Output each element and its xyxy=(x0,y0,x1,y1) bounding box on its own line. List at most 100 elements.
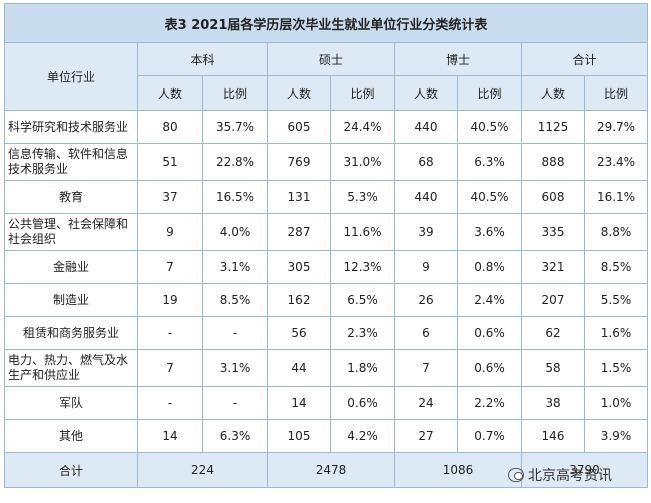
header-group-doctor: 博士 xyxy=(394,42,522,76)
table-row: 电力、热力、燃气及水生产和供应业 7 3.1% 44 1.8% 7 0.6% 5… xyxy=(4,349,649,387)
table-row: 信息传输、软件和信息技术服务业 51 22.8% 769 31.0% 68 6.… xyxy=(4,143,649,181)
cell: 440 xyxy=(394,110,458,144)
header-count: 人数 xyxy=(521,75,585,111)
cell: 6.3% xyxy=(202,419,268,453)
table-title: 表3 2021届各学历层次毕业生就业单位行业分类统计表 xyxy=(3,3,649,43)
table-row: 公共管理、社会保障和社会组织 9 4.0% 287 11.6% 39 3.6% … xyxy=(4,213,649,251)
cell: 6.5% xyxy=(330,283,395,317)
cell: 14 xyxy=(267,386,331,420)
total-all: 3790 xyxy=(520,452,649,488)
cell: 888 xyxy=(521,143,585,181)
header-count: 人数 xyxy=(137,75,203,111)
total-master: 2478 xyxy=(267,452,395,488)
cell: 769 xyxy=(267,143,331,181)
cell: 62 xyxy=(521,316,585,350)
cell: 162 xyxy=(267,283,331,317)
cell: 27 xyxy=(394,419,458,453)
cell: 1.8% xyxy=(330,349,395,387)
cell: - xyxy=(202,386,268,420)
cell: 1125 xyxy=(521,110,585,144)
industry-name: 科学研究和技术服务业 xyxy=(4,110,138,144)
cell: 19 xyxy=(137,283,203,317)
table-row: 教育 37 16.5% 131 5.3% 440 40.5% 608 16.1% xyxy=(4,180,649,214)
cell: 1.6% xyxy=(583,316,649,350)
table-row: 其他 14 6.3% 105 4.2% 27 0.7% 146 3.9% xyxy=(4,419,649,453)
cell: 440 xyxy=(394,180,458,214)
cell: 3.9% xyxy=(583,419,649,453)
cell: 0.8% xyxy=(457,250,522,284)
cell: 23.4% xyxy=(583,143,649,181)
cell: 321 xyxy=(521,250,585,284)
cell: 207 xyxy=(521,283,585,317)
cell: 7 xyxy=(137,250,203,284)
cell: 68 xyxy=(394,143,458,181)
cell: 6 xyxy=(394,316,458,350)
cell: 44 xyxy=(267,349,331,387)
table-row: 科学研究和技术服务业 80 35.7% 605 24.4% 440 40.5% … xyxy=(4,110,649,144)
cell: 9 xyxy=(137,213,203,251)
cell: 2.2% xyxy=(457,386,522,420)
total-row: 合计 224 2478 1086 3790 xyxy=(4,452,649,488)
industry-name: 制造业 xyxy=(4,283,138,317)
cell: 131 xyxy=(267,180,331,214)
cell: 56 xyxy=(267,316,331,350)
cell: 51 xyxy=(137,143,203,181)
cell: 146 xyxy=(521,419,585,453)
cell: 24.4% xyxy=(330,110,395,144)
cell: 24 xyxy=(394,386,458,420)
cell: 8.8% xyxy=(583,213,649,251)
cell: 12.3% xyxy=(330,250,395,284)
cell: 105 xyxy=(267,419,331,453)
header-group-master: 硕士 xyxy=(267,42,395,76)
table-row: 制造业 19 8.5% 162 6.5% 26 2.4% 207 5.5% xyxy=(4,283,649,317)
industry-name: 租赁和商务服务业 xyxy=(4,316,138,350)
cell: 287 xyxy=(267,213,331,251)
cell: 11.6% xyxy=(330,213,395,251)
header-group-total: 合计 xyxy=(520,42,649,76)
cell: 29.7% xyxy=(583,110,649,144)
wechat-icon xyxy=(508,468,524,482)
watermark-text: 北京高考资讯 xyxy=(528,468,612,484)
cell: 4.0% xyxy=(202,213,268,251)
cell: 4.2% xyxy=(330,419,395,453)
header-ratio: 比例 xyxy=(583,75,649,111)
cell: - xyxy=(137,316,203,350)
cell: 0.7% xyxy=(457,419,522,453)
cell: 38 xyxy=(521,386,585,420)
cell: 8.5% xyxy=(202,283,268,317)
cell: 16.1% xyxy=(583,180,649,214)
cell: 0.6% xyxy=(457,349,522,387)
cell: 605 xyxy=(267,110,331,144)
cell: 40.5% xyxy=(457,180,522,214)
cell: 8.5% xyxy=(583,250,649,284)
cell: 3.1% xyxy=(202,349,268,387)
cell: 1.0% xyxy=(583,386,649,420)
watermark: 北京高考资讯 xyxy=(508,465,612,485)
cell: 3.1% xyxy=(202,250,268,284)
cell: 37 xyxy=(137,180,203,214)
cell: 7 xyxy=(137,349,203,387)
header-group-undergrad: 本科 xyxy=(137,42,268,76)
cell: 1.5% xyxy=(583,349,649,387)
cell: 0.6% xyxy=(457,316,522,350)
table-row: 金融业 7 3.1% 305 12.3% 9 0.8% 321 8.5% xyxy=(4,250,649,284)
industry-name: 金融业 xyxy=(4,250,138,284)
total-label: 合计 xyxy=(4,452,138,488)
cell: 6.3% xyxy=(457,143,522,181)
industry-statistics-table: 表3 2021届各学历层次毕业生就业单位行业分类统计表 单位行业 本科 硕士 博… xyxy=(3,3,649,488)
header-ratio: 比例 xyxy=(330,75,395,111)
cell: 2.3% xyxy=(330,316,395,350)
industry-name: 教育 xyxy=(4,180,138,214)
total-doctor: 1086 xyxy=(394,452,522,488)
cell: 0.6% xyxy=(330,386,395,420)
header-ratio: 比例 xyxy=(202,75,268,111)
cell: 31.0% xyxy=(330,143,395,181)
header-ratio: 比例 xyxy=(457,75,522,111)
industry-name: 公共管理、社会保障和社会组织 xyxy=(4,213,138,251)
cell: 58 xyxy=(521,349,585,387)
statistics-table-container: 表3 2021届各学历层次毕业生就业单位行业分类统计表 单位行业 本科 硕士 博… xyxy=(3,3,649,488)
cell: 9 xyxy=(394,250,458,284)
header-count: 人数 xyxy=(267,75,331,111)
cell: 39 xyxy=(394,213,458,251)
table-row: 租赁和商务服务业 - - 56 2.3% 6 0.6% 62 1.6% xyxy=(4,316,649,350)
